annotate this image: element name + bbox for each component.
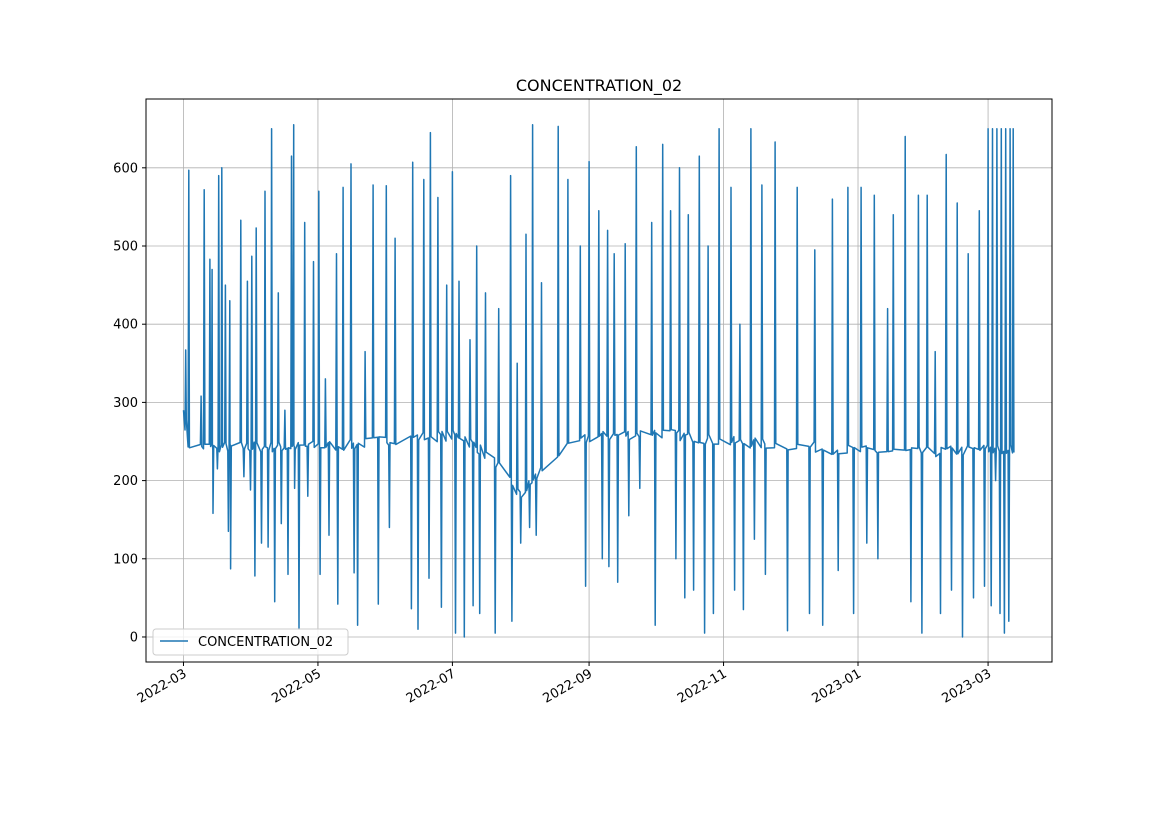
series-line-concentration-02 (182, 124, 1015, 638)
legend-box (152, 628, 349, 656)
y-tick-label: 100 (113, 552, 138, 567)
y-tick-label: 300 (113, 396, 138, 411)
y-tick-label: 600 (113, 161, 138, 176)
chart-title: CONCENTRATION_02 (516, 76, 682, 96)
y-tick-label: 500 (113, 240, 138, 255)
y-tick-label: 200 (113, 474, 138, 489)
plot-area-frame (145, 98, 1053, 663)
legend: CONCENTRATION_02 (152, 628, 349, 656)
legend-label: CONCENTRATION_02 (198, 635, 333, 650)
y-tick-label: 400 (113, 318, 138, 333)
y-tick-label: 0 (130, 630, 138, 645)
